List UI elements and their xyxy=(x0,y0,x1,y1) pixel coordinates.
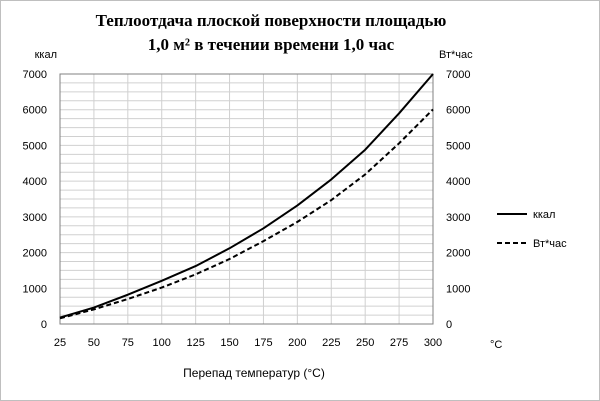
x-tick-label: 50 xyxy=(88,337,100,349)
y-tick-label-left: 3000 xyxy=(23,212,47,224)
y-tick-label-right: 6000 xyxy=(446,105,470,117)
y-tick-label-left: 0 xyxy=(41,319,47,331)
y-tick-label-left: 6000 xyxy=(23,105,47,117)
plot-area xyxy=(59,73,434,325)
x-tick-label: 175 xyxy=(254,337,272,349)
y-axis-label-right: Вт*час xyxy=(439,49,473,61)
x-tick-label: 300 xyxy=(424,337,442,349)
y-tick-label-left: 5000 xyxy=(23,140,47,152)
x-tick-label: 275 xyxy=(390,337,408,349)
y-tick-label-right: 0 xyxy=(446,319,452,331)
x-tick-label: 225 xyxy=(322,337,340,349)
x-tick-label: 250 xyxy=(356,337,374,349)
y-tick-label-right: 1000 xyxy=(446,283,470,295)
y-tick-label-left: 7000 xyxy=(23,69,47,81)
x-tick-label: 150 xyxy=(220,337,238,349)
y-tick-label-left: 4000 xyxy=(23,176,47,188)
legend-label-1: ккал xyxy=(533,209,555,221)
x-tick-label: 100 xyxy=(153,337,171,349)
x-axis-label: Перепад температур (°С) xyxy=(183,366,325,380)
y-tick-label-right: 7000 xyxy=(446,69,470,81)
chart-title-line-1: Теплоотдача плоской поверхности площадью xyxy=(95,11,447,30)
y-axis-label-left: ккал xyxy=(35,49,57,61)
y-tick-label-right: 2000 xyxy=(446,248,470,260)
y-tick-label-right: 3000 xyxy=(446,212,470,224)
series-line-1 xyxy=(59,73,434,319)
x-axis-unit: °С xyxy=(490,339,502,351)
y-tick-label-right: 5000 xyxy=(446,140,470,152)
chart-title-line-2: 1,0 м² в течении времени 1,0 час xyxy=(147,35,395,54)
x-tick-label: 25 xyxy=(54,337,66,349)
legend-label-2: Вт*час xyxy=(533,238,567,250)
y-tick-label-left: 1000 xyxy=(23,283,47,295)
x-tick-label: 125 xyxy=(186,337,204,349)
series-line-2 xyxy=(59,108,434,320)
y-tick-label-left: 2000 xyxy=(23,248,47,260)
x-tick-label: 200 xyxy=(288,337,306,349)
x-tick-label: 75 xyxy=(122,337,134,349)
y-tick-label-right: 4000 xyxy=(446,176,470,188)
